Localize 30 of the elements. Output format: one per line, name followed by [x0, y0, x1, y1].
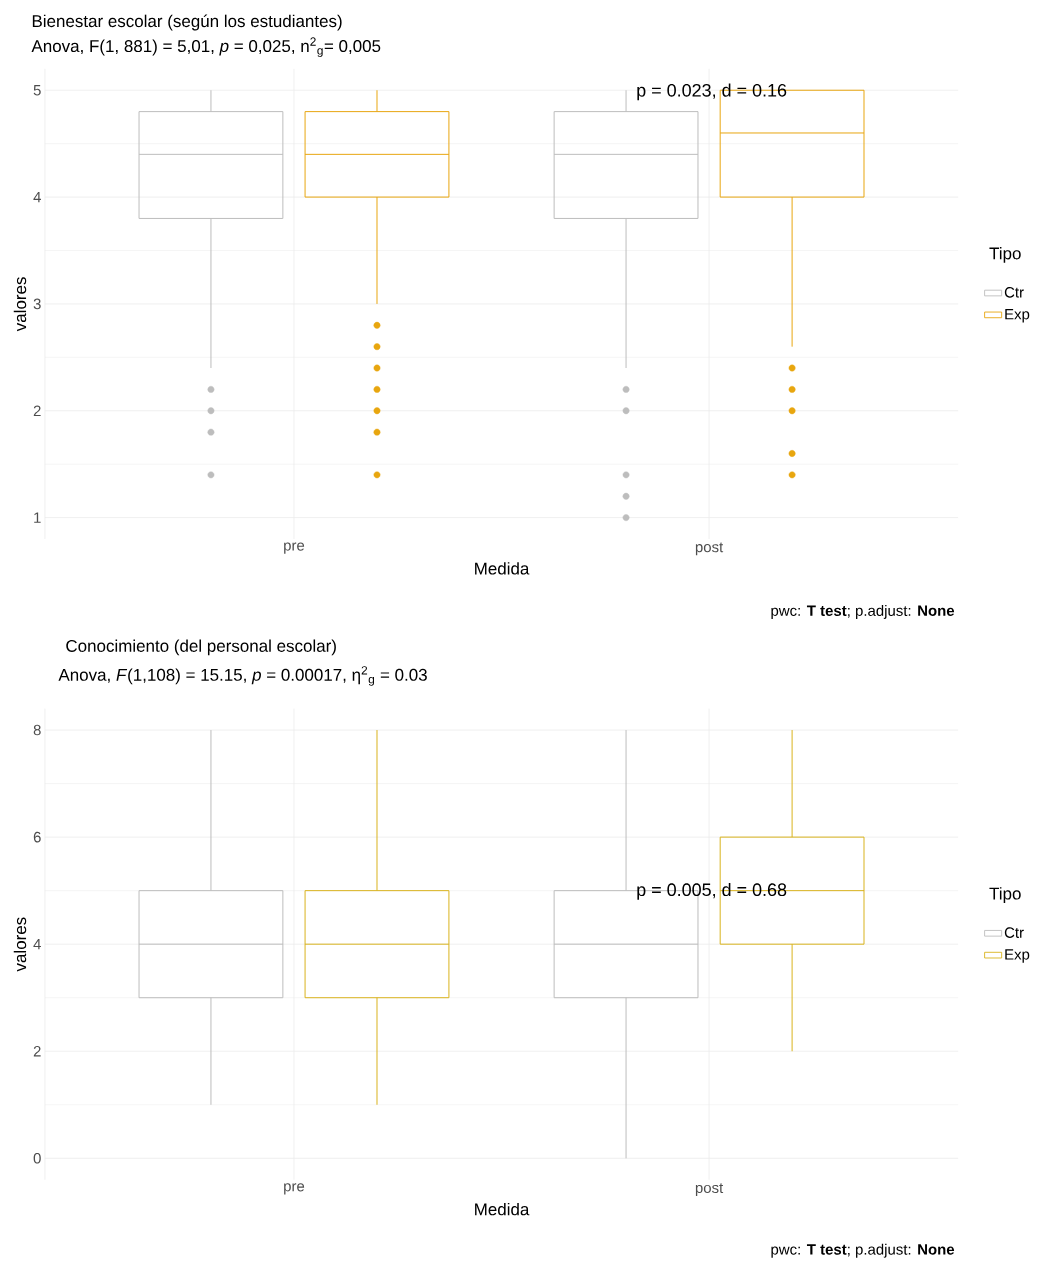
- chart-title: Conocimiento (del personal escolar): [66, 639, 336, 656]
- x-tick-label: pre: [284, 1183, 305, 1195]
- chart-subtitle: Anova, F(1,108) = 15.15, p = 0.00017, η$^{2}$$_{g}$ = 0.03: [58, 666, 427, 686]
- y-tick-label: 3: [33, 298, 41, 310]
- x-tick-label: post: [695, 542, 724, 556]
- y-tick-label: 5: [33, 85, 41, 96]
- y-axis-title: valores: [13, 277, 27, 332]
- y-tick-label: 4: [33, 191, 41, 203]
- chart-title: Bienestar escolar (según los estudiantes): [32, 14, 342, 31]
- legend-title: Tipo: [989, 246, 1021, 263]
- legend-label: Exp: [1005, 308, 1030, 323]
- y-tick-label: 0: [33, 1153, 41, 1164]
- y-tick-label: 6: [33, 831, 41, 843]
- x-axis-title: Medida: [475, 562, 530, 575]
- text: pwc: T test; p.adjust: None: [771, 1243, 955, 1258]
- legend-label: Exp: [1005, 949, 1030, 963]
- x-tick-label: pre: [284, 542, 305, 554]
- text: pwc: T test; p.adjust: None: [771, 604, 955, 619]
- y-axis-title: valores: [13, 917, 27, 972]
- y-tick-label: 2: [33, 1046, 41, 1057]
- x-tick-label: post: [695, 1183, 724, 1197]
- y-tick-label: 4: [33, 939, 41, 950]
- legend-label: Ctr: [1004, 287, 1024, 298]
- y-tick-label: 1: [34, 512, 41, 523]
- x-axis-title: Medida: [475, 1202, 530, 1216]
- y-tick-label: 2: [33, 405, 41, 416]
- legend-title: Tipo: [989, 887, 1021, 903]
- y-tick-label: 8: [33, 724, 41, 736]
- legend-label: Ctr: [1004, 927, 1024, 938]
- chart-subtitle: Anova, F(1, 881) = 5,01, p = 0,025, n$^{2}$$_{g}$= 0,005: [31, 37, 381, 57]
